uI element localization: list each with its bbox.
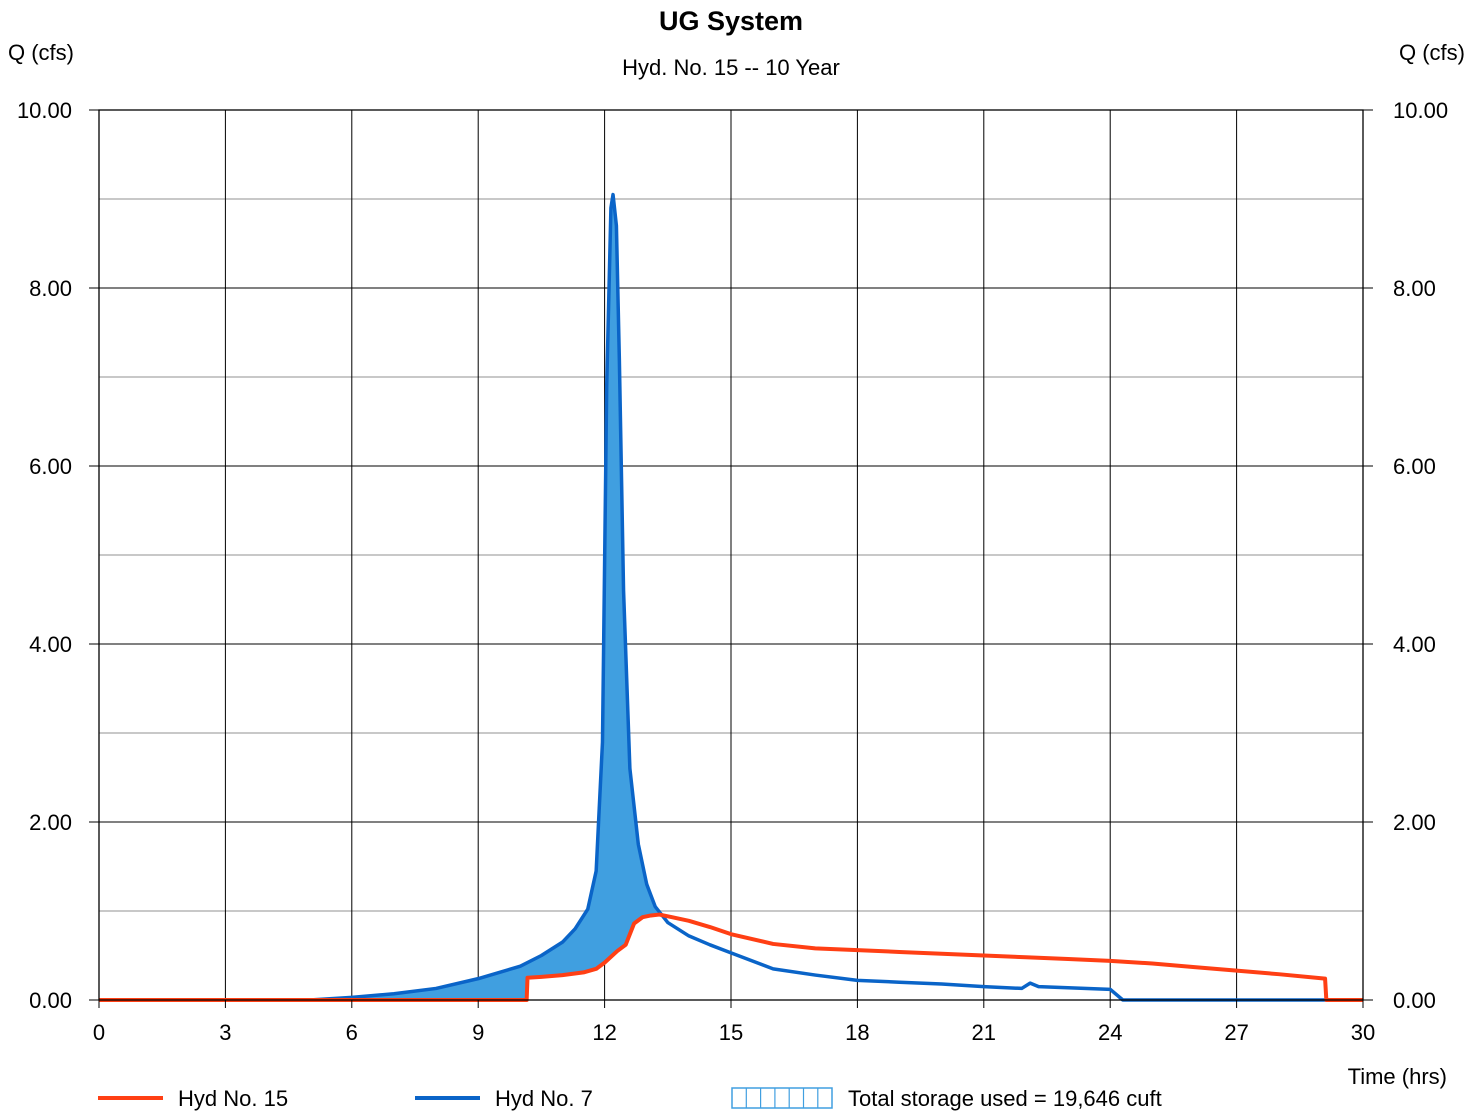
x-axis-label: Time (hrs): [1348, 1064, 1447, 1089]
legend-label-hyd-no-7: Hyd No. 7: [495, 1086, 593, 1111]
series-line-hyd-no-7: [99, 192, 1363, 1002]
x-tick-label: 24: [1098, 1020, 1122, 1045]
y-axis-label-right: Q (cfs): [1399, 40, 1465, 65]
y-axis-label-left: Q (cfs): [8, 40, 74, 65]
x-tick-label: 15: [719, 1020, 743, 1045]
grid-lines: [98, 109, 1364, 1001]
legend-label-storage: Total storage used = 19,646 cuft: [848, 1086, 1162, 1111]
chart-subtitle: Hyd. No. 15 -- 10 Year: [622, 55, 840, 80]
y-tick-label-left: 6.00: [29, 454, 72, 479]
y-tick-label-left: 2.00: [29, 810, 72, 835]
x-tick-label: 12: [592, 1020, 616, 1045]
y-tick-label-right: 2.00: [1393, 810, 1436, 835]
x-tick-label: 6: [346, 1020, 358, 1045]
legend-swatch-storage: [731, 1087, 833, 1109]
y-tick-label-right: 8.00: [1393, 276, 1436, 301]
y-tick-label-left: 4.00: [29, 632, 72, 657]
series-line-hyd-no-15: [99, 912, 1363, 1002]
x-tick-label: 3: [219, 1020, 231, 1045]
x-tick-label: 21: [972, 1020, 996, 1045]
y-tick-label-right: 4.00: [1393, 632, 1436, 657]
x-tick-label: 18: [845, 1020, 869, 1045]
x-tick-label: 0: [93, 1020, 105, 1045]
axis-ticks: 0.00 0.00 2.00 2.00 4.00 4.00 6.00 6.00 8.00 8.00…: [17, 98, 1448, 1045]
y-tick-label-left: 10.00: [17, 98, 72, 123]
y-tick-label-left: 0.00: [29, 988, 72, 1013]
x-tick-label: 9: [472, 1020, 484, 1045]
chart-title: UG System: [659, 6, 803, 36]
y-tick-label-right: 0.00: [1393, 988, 1436, 1013]
x-tick-label: 27: [1224, 1020, 1248, 1045]
legend-label-hyd-no-15: Hyd No. 15: [178, 1086, 288, 1111]
y-tick-label-left: 8.00: [29, 276, 72, 301]
storage-swatch-box: [731, 1087, 833, 1109]
y-tick-label-right: 10.00: [1393, 98, 1448, 123]
legend: Hyd No. 15 Hyd No. 7 Total storage used …: [98, 1086, 1162, 1111]
x-tick-label: 30: [1351, 1020, 1375, 1045]
y-tick-label-right: 6.00: [1393, 454, 1436, 479]
storage-area: [351, 194, 660, 1001]
